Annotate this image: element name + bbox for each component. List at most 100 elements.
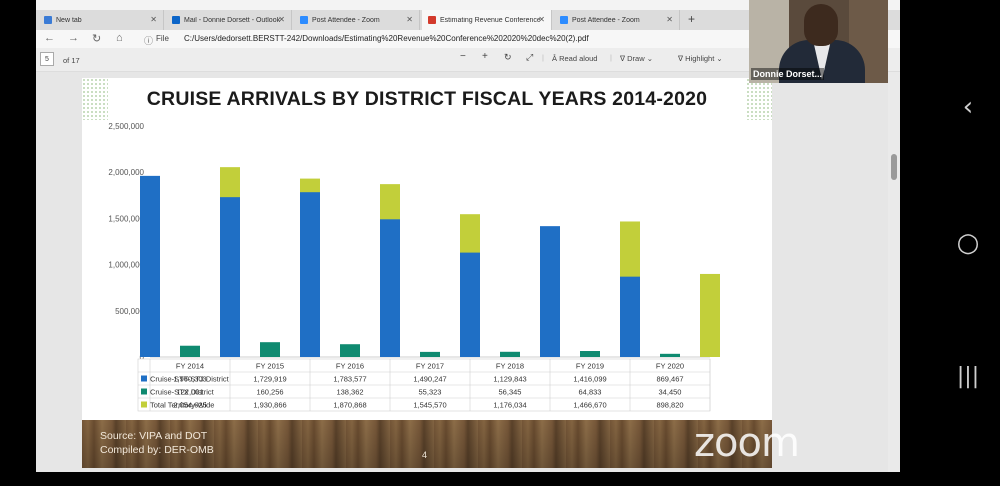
bar-2 bbox=[580, 351, 600, 357]
home-nav-icon[interactable]: ○ bbox=[956, 228, 980, 258]
tab-bar: New tab ✕ Mail - Donnie Dorsett - Outloo… bbox=[36, 10, 900, 30]
draw-button[interactable]: ∇ Draw ⌄ bbox=[620, 54, 653, 63]
data-label: 1,930,866 bbox=[253, 401, 286, 410]
y-tick-label: 2,500,000 bbox=[108, 122, 144, 131]
x-tick-label: FY 2016 bbox=[336, 362, 364, 371]
toolbar-divider: | bbox=[610, 53, 612, 62]
legend-swatch bbox=[141, 375, 147, 382]
zoom-icon bbox=[300, 16, 308, 24]
data-label: 898,820 bbox=[656, 401, 683, 410]
data-label: 122,001 bbox=[176, 388, 203, 397]
bar-2 bbox=[500, 351, 520, 357]
chart-title: CRUISE ARRIVALS BY DISTRICT FISCAL YEARS… bbox=[146, 88, 708, 110]
read-aloud-label: Read aloud bbox=[559, 54, 598, 63]
chevron-down-icon: ⌄ bbox=[714, 54, 723, 63]
read-aloud-button[interactable]: A̐ Read aloud bbox=[552, 54, 597, 63]
x-tick-label: FY 2015 bbox=[256, 362, 284, 371]
legend-swatch bbox=[141, 401, 147, 408]
x-tick-label: FY 2019 bbox=[576, 362, 604, 371]
y-tick-label: 2,000,000 bbox=[108, 168, 144, 177]
y-tick-label: 0 bbox=[140, 353, 145, 362]
close-icon[interactable]: ✕ bbox=[538, 15, 545, 24]
data-label: 56,345 bbox=[499, 388, 522, 397]
rotate-icon[interactable]: ↻ bbox=[504, 52, 512, 62]
data-label: 2,054,625 bbox=[173, 401, 206, 410]
bar-1 bbox=[300, 192, 320, 357]
outlook-icon bbox=[172, 16, 180, 24]
close-icon[interactable]: ✕ bbox=[406, 15, 413, 24]
tab-label: New tab bbox=[56, 16, 82, 24]
android-nav-bar: ‹ ○ ||| bbox=[936, 0, 1000, 486]
bar-1 bbox=[620, 276, 640, 357]
page-number-input[interactable]: 5 bbox=[40, 52, 54, 66]
edge-icon bbox=[44, 16, 52, 24]
data-label: 1,870,868 bbox=[333, 401, 366, 410]
highlight-label: Highlight bbox=[685, 54, 715, 63]
new-tab-button[interactable]: + bbox=[688, 12, 696, 26]
close-icon[interactable]: ✕ bbox=[278, 15, 285, 24]
data-label: 1,960,303 bbox=[173, 375, 206, 384]
tab-pdf[interactable]: Estimating Revenue Conference ✕ bbox=[422, 10, 552, 30]
tab-label: Mail - Donnie Dorsett - Outlook bbox=[184, 16, 281, 24]
fit-page-icon[interactable]: ⤢ bbox=[526, 52, 534, 62]
data-label: 1,490,247 bbox=[413, 375, 446, 384]
highlight-icon: ∇ bbox=[678, 54, 686, 63]
highlight-button[interactable]: ∇ Highlight ⌄ bbox=[678, 54, 723, 63]
data-label: 869,467 bbox=[656, 375, 683, 384]
tab-zoom-1[interactable]: Post Attendee - Zoom ✕ bbox=[294, 10, 420, 30]
legend-label: Cruise-STX District bbox=[150, 388, 215, 397]
home-icon[interactable]: ⌂ bbox=[116, 32, 123, 44]
tab-new-tab[interactable]: New tab ✕ bbox=[38, 10, 164, 30]
bar-1 bbox=[460, 252, 480, 357]
bar-chart: 0 500,000 1,000,000 1,500,000 2,000,000 2,500… bbox=[108, 122, 720, 412]
data-label: 1,416,099 bbox=[573, 375, 606, 384]
legend-swatch bbox=[141, 388, 147, 395]
pdf-icon bbox=[428, 16, 436, 24]
file-label: File bbox=[156, 34, 169, 43]
tab-zoom-2[interactable]: Post Attendee - Zoom ✕ bbox=[554, 10, 680, 30]
read-aloud-icon: A̐ bbox=[552, 54, 560, 63]
data-label: 55,323 bbox=[419, 388, 442, 397]
tab-outlook[interactable]: Mail - Donnie Dorsett - Outlook ✕ bbox=[166, 10, 292, 30]
bar-3 bbox=[700, 273, 720, 357]
refresh-icon[interactable]: ↻ bbox=[92, 33, 102, 45]
data-label: 1,783,577 bbox=[333, 375, 366, 384]
data-label: 160,256 bbox=[256, 388, 283, 397]
info-icon[interactable]: ⓘ bbox=[144, 36, 154, 46]
tab-label: Post Attendee - Zoom bbox=[572, 16, 640, 24]
participant-name: Donnie Dorset... bbox=[751, 68, 825, 80]
wood-shading bbox=[82, 420, 772, 468]
recent-apps-icon[interactable]: ||| bbox=[956, 364, 980, 389]
bar-2 bbox=[660, 353, 680, 357]
back-icon[interactable]: ← bbox=[44, 32, 55, 44]
slide-number: 4 bbox=[422, 450, 428, 460]
data-label: 1,545,570 bbox=[413, 401, 446, 410]
data-label: 1,129,843 bbox=[493, 375, 526, 384]
compiled-text: Compiled by: DER-OMB bbox=[100, 444, 214, 456]
back-nav-icon[interactable]: ‹ bbox=[962, 92, 974, 122]
dotted-decoration bbox=[746, 78, 772, 120]
zoom-out-icon[interactable]: − bbox=[460, 51, 466, 62]
bar-2 bbox=[340, 344, 360, 357]
close-icon[interactable]: ✕ bbox=[666, 15, 673, 24]
scrollbar[interactable] bbox=[888, 72, 900, 472]
toolbar-divider: | bbox=[542, 53, 544, 62]
url-field[interactable]: C:/Users/dedorsett.BERSTT-242/Downloads/… bbox=[184, 34, 589, 43]
y-tick-label: 500,000 bbox=[115, 307, 144, 316]
close-icon[interactable]: ✕ bbox=[150, 15, 157, 24]
source-text: Source: VIPA and DOT bbox=[100, 430, 208, 442]
y-tick-label: 1,000,000 bbox=[108, 261, 144, 270]
bar-2 bbox=[260, 342, 280, 357]
chevron-down-icon: ⌄ bbox=[644, 54, 653, 63]
scrollbar-thumb[interactable] bbox=[891, 154, 897, 180]
draw-icon: ∇ bbox=[620, 54, 628, 63]
bar-2 bbox=[180, 345, 200, 357]
address-bar: ← → ↻ ⌂ ⓘ File C:/Users/dedorsett.BERSTT… bbox=[36, 30, 900, 48]
zoom-in-icon[interactable]: + bbox=[482, 51, 488, 62]
forward-icon[interactable]: → bbox=[68, 32, 79, 44]
bar-1 bbox=[220, 197, 240, 357]
dotted-decoration bbox=[82, 78, 108, 120]
bar-1 bbox=[140, 175, 160, 357]
bar-2 bbox=[420, 351, 440, 357]
